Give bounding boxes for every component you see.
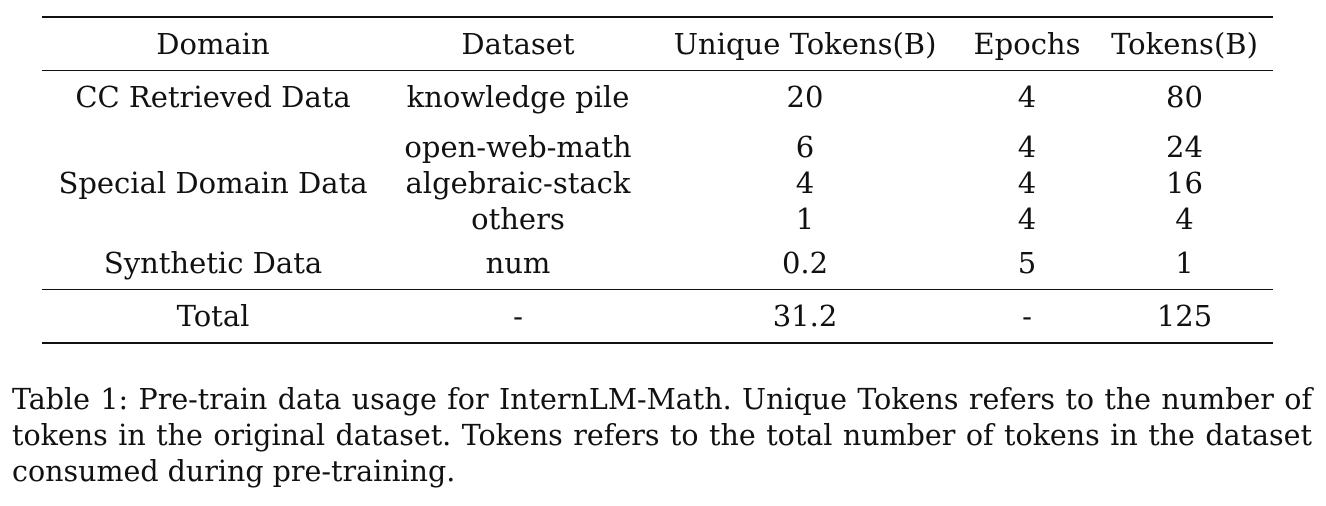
unique-tokens-cell: 0.2 [781,246,829,280]
header-unique-tokens: Unique Tokens(B) [652,17,958,71]
total-label-cell: Total [42,289,384,343]
data-usage-table: Domain Dataset Unique Tokens(B) Epochs T… [42,16,1273,344]
total-epochs-cell: - [958,289,1096,343]
unique-tokens-cell: 6 4 1 [652,123,958,237]
table-total-row: Total - 31.2 - 125 [42,289,1273,343]
header-dataset: Dataset [384,17,652,71]
unique-tokens-value: 4 [795,166,815,200]
unique-tokens-value: 1 [795,202,815,236]
epochs-cell: 4 4 4 [958,123,1096,237]
total-tokens-cell: 125 [1096,289,1273,343]
tokens-value: 24 [1166,130,1203,164]
domain-cell: Special Domain Data [58,166,368,200]
dataset-value: others [471,202,565,236]
unique-tokens-value: 6 [795,130,815,164]
tokens-cell: 80 [1166,80,1203,114]
table-header-row: Domain Dataset Unique Tokens(B) Epochs T… [42,17,1273,71]
tokens-value: 4 [1175,202,1194,236]
table-row: CC Retrieved Data knowledge pile 20 4 80 [42,71,1273,124]
epochs-cell: 5 [1017,246,1037,280]
tokens-cell: 1 [1175,246,1194,280]
table-row: Synthetic Data num 0.2 5 1 [42,237,1273,290]
table-caption: Table 1: Pre-train data usage for Intern… [12,383,1312,488]
table-row: Special Domain Data open-web-math algebr… [42,123,1273,237]
dataset-cell: num [485,246,551,280]
header-tokens: Tokens(B) [1096,17,1273,71]
epochs-cell: 4 [1017,80,1037,114]
tokens-value: 16 [1166,166,1203,200]
unique-tokens-cell: 20 [786,80,824,114]
dataset-cell: open-web-math algebraic-stack others [384,123,652,237]
epochs-value: 4 [1017,130,1037,164]
dataset-value: algebraic-stack [405,166,631,200]
data-usage-table-container: Domain Dataset Unique Tokens(B) Epochs T… [42,16,1273,344]
epochs-value: 4 [1017,166,1037,200]
tokens-cell: 24 16 4 [1096,123,1273,237]
total-dataset-cell: - [384,289,652,343]
header-domain: Domain [42,17,384,71]
domain-cell: Synthetic Data [103,246,323,280]
epochs-value: 4 [1017,202,1037,236]
dataset-value: open-web-math [404,130,632,164]
domain-cell: CC Retrieved Data [75,80,351,114]
dataset-cell: knowledge pile [406,80,630,114]
total-unique-tokens-cell: 31.2 [652,289,958,343]
header-epochs: Epochs [958,17,1096,71]
